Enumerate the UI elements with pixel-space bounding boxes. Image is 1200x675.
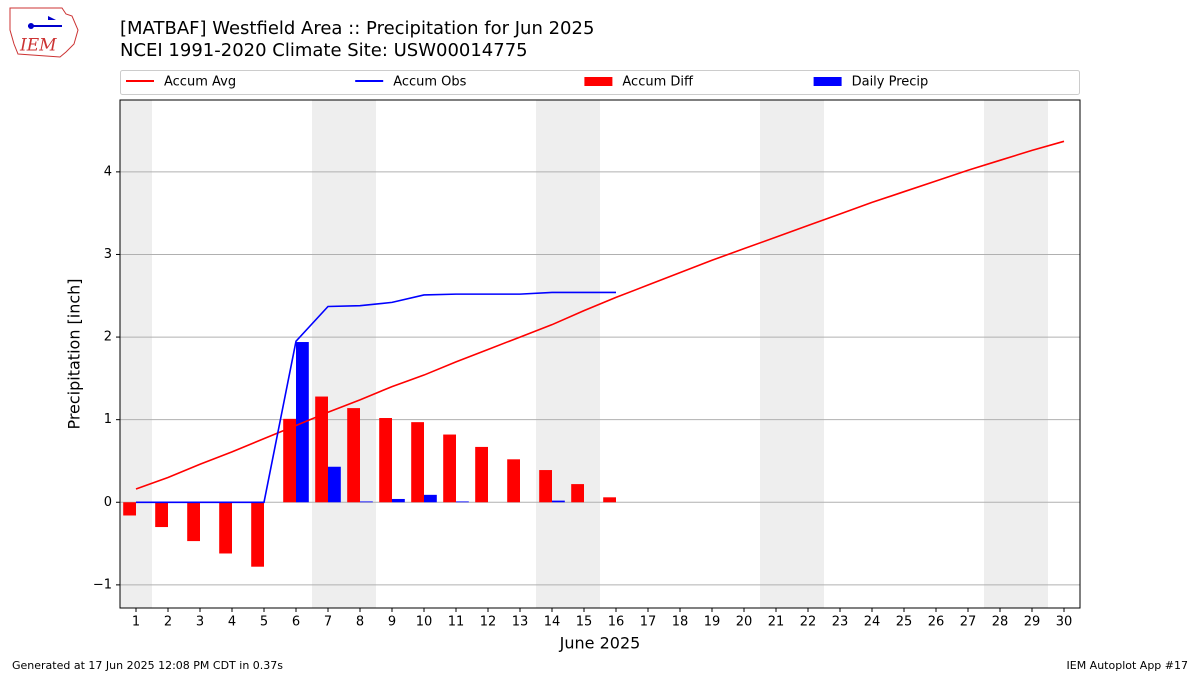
legend-label: Accum Avg <box>164 75 236 90</box>
legend-label: Accum Obs <box>393 75 466 90</box>
x-tick-label: 21 <box>768 615 785 630</box>
bar <box>155 502 168 528</box>
bar <box>283 418 296 503</box>
y-tick-label: −1 <box>93 577 112 592</box>
bar <box>315 396 328 503</box>
logo-icon <box>28 23 34 29</box>
weekend-shade <box>1016 100 1048 608</box>
bar <box>187 502 200 542</box>
x-tick-label: 9 <box>388 615 396 630</box>
x-tick-label: 27 <box>960 615 977 630</box>
y-tick-label: 4 <box>104 164 112 179</box>
x-tick-label: 23 <box>832 615 849 630</box>
x-tick-label: 7 <box>324 615 332 630</box>
y-tick-label: 3 <box>104 247 112 262</box>
bar <box>392 498 405 503</box>
weekend-shade <box>312 100 344 608</box>
x-tick-label: 5 <box>260 615 268 630</box>
bar <box>571 484 584 503</box>
x-tick-label: 18 <box>672 615 689 630</box>
bar <box>347 408 360 503</box>
x-tick-label: 24 <box>864 615 881 630</box>
x-tick-label: 12 <box>480 615 497 630</box>
x-tick-label: 4 <box>228 615 236 630</box>
x-tick-label: 28 <box>992 615 1009 630</box>
bar <box>475 446 488 503</box>
x-axis-label: June 2025 <box>559 634 641 653</box>
weekend-shade <box>792 100 824 608</box>
x-tick-label: 6 <box>292 615 300 630</box>
x-tick-label: 22 <box>800 615 817 630</box>
x-tick-label: 14 <box>544 615 561 630</box>
line <box>135 140 1065 490</box>
x-tick-label: 20 <box>736 615 753 630</box>
chart-title: [MATBAF] Westfield Area :: Precipitation… <box>120 18 594 39</box>
weekend-shade <box>984 100 1016 608</box>
logo: IEM <box>9 7 79 58</box>
weekend-shade <box>120 100 152 608</box>
bar <box>552 500 565 503</box>
footer-left: Generated at 17 Jun 2025 12:08 PM CDT in… <box>12 659 283 672</box>
logo-outline <box>9 7 79 58</box>
x-tick-label: 19 <box>704 615 721 630</box>
y-tick-label: 0 <box>104 495 112 510</box>
bar <box>360 501 373 503</box>
bar <box>328 466 341 503</box>
weekend-shade <box>536 100 568 608</box>
y-axis-label: Precipitation [inch] <box>65 278 84 429</box>
bar <box>424 494 437 503</box>
weekend-shade <box>344 100 376 608</box>
line <box>136 291 616 504</box>
bar <box>443 434 456 503</box>
x-tick-label: 15 <box>576 615 593 630</box>
weekend-shade <box>568 100 600 608</box>
x-tick-label: 10 <box>416 615 433 630</box>
bar <box>456 501 469 503</box>
bar <box>123 502 136 516</box>
x-tick-label: 26 <box>928 615 945 630</box>
x-tick-label: 17 <box>640 615 657 630</box>
bar <box>379 418 392 503</box>
x-tick-label: 8 <box>356 615 364 630</box>
x-tick-label: 16 <box>608 615 625 630</box>
x-tick-label: 30 <box>1056 615 1073 630</box>
y-tick-label: 1 <box>104 412 112 427</box>
plot-frame <box>119 99 1081 609</box>
x-tick-label: 2 <box>164 615 172 630</box>
bar <box>219 502 232 554</box>
weekend-shade <box>760 100 792 608</box>
x-tick-label: 3 <box>196 615 204 630</box>
legend-marker <box>584 77 613 86</box>
bar <box>507 459 520 503</box>
footer-right: IEM Autoplot App #17 <box>1067 659 1189 672</box>
chart-subtitle: NCEI 1991-2020 Climate Site: USW00014775 <box>120 40 528 61</box>
bar <box>251 502 264 567</box>
legend-marker <box>813 77 842 86</box>
bar <box>539 470 552 503</box>
x-tick-label: 29 <box>1024 615 1041 630</box>
legend-label: Daily Precip <box>852 75 929 90</box>
x-tick-label: 13 <box>512 615 529 630</box>
logo-text: IEM <box>19 36 57 56</box>
x-tick-label: 25 <box>896 615 913 630</box>
legend-label: Accum Diff <box>622 75 694 90</box>
x-tick-label: 11 <box>448 615 465 630</box>
bar <box>603 497 616 503</box>
bar <box>411 422 424 503</box>
x-tick-label: 1 <box>132 615 140 630</box>
y-tick-label: 2 <box>104 330 112 345</box>
logo-icon <box>48 16 56 20</box>
